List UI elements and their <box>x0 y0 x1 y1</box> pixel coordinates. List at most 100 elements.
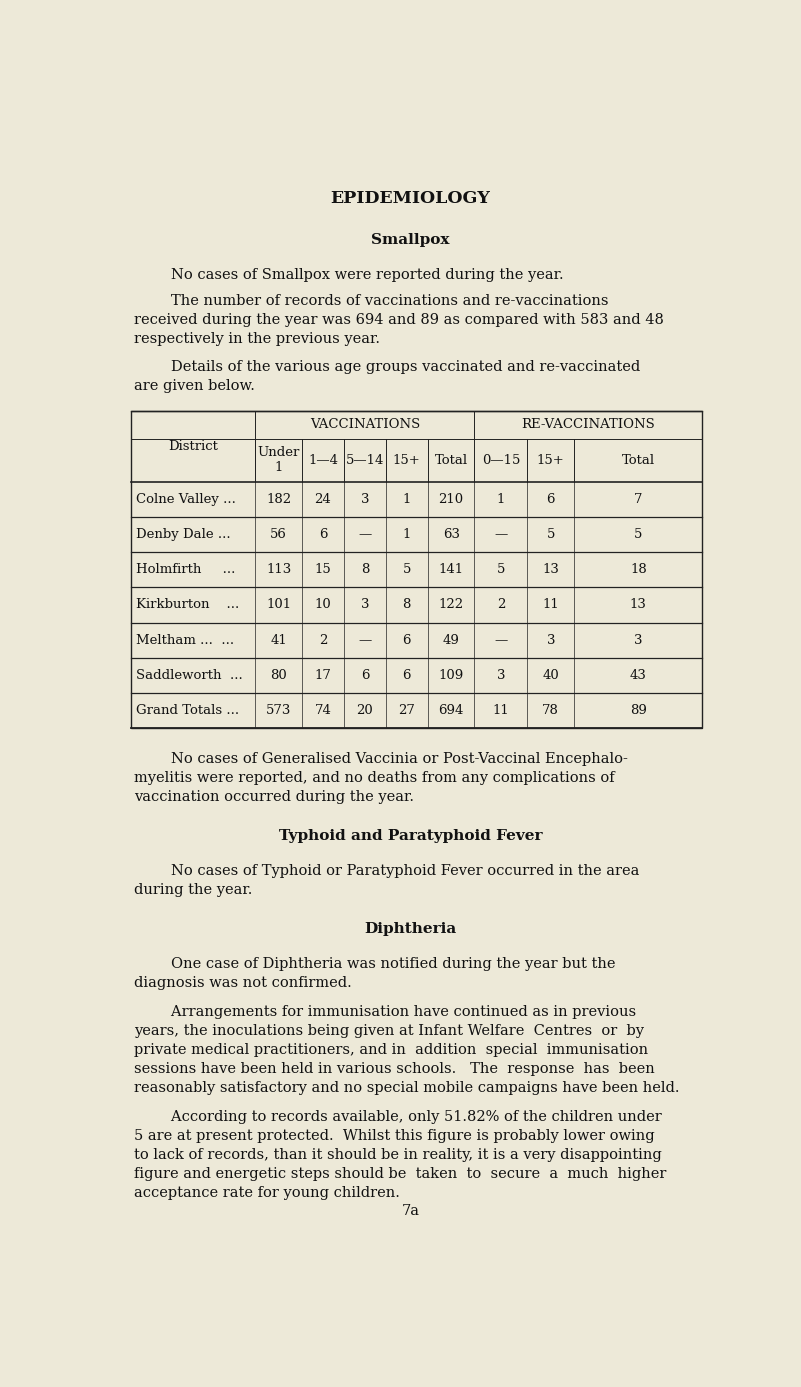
Text: 1: 1 <box>403 528 411 541</box>
Text: 5: 5 <box>403 563 411 576</box>
Text: 0—15: 0—15 <box>481 454 520 466</box>
Text: —: — <box>358 528 372 541</box>
Text: Holmfirth     ...: Holmfirth ... <box>136 563 235 576</box>
Text: 5: 5 <box>546 528 555 541</box>
Text: 7a: 7a <box>401 1204 420 1218</box>
Text: figure and energetic steps should be  taken  to  secure  a  much  higher: figure and energetic steps should be tak… <box>135 1168 666 1182</box>
Text: 1: 1 <box>497 492 505 506</box>
Text: Total: Total <box>622 454 655 466</box>
Text: 40: 40 <box>542 669 559 682</box>
Text: Kirkburton    ...: Kirkburton ... <box>136 598 239 612</box>
Text: 7: 7 <box>634 492 642 506</box>
Text: 11: 11 <box>542 598 559 612</box>
Text: 8: 8 <box>360 563 369 576</box>
Text: 41: 41 <box>270 634 287 646</box>
Text: —: — <box>494 634 508 646</box>
Text: 10: 10 <box>315 598 332 612</box>
Text: 1: 1 <box>403 492 411 506</box>
Text: According to records available, only 51.82% of the children under: According to records available, only 51.… <box>135 1111 662 1125</box>
Text: received during the year was 694 and 89 as compared with 583 and 48: received during the year was 694 and 89 … <box>135 313 664 327</box>
Text: 182: 182 <box>266 492 291 506</box>
Text: 5—14: 5—14 <box>346 454 384 466</box>
Text: 101: 101 <box>266 598 291 612</box>
Text: Details of the various age groups vaccinated and re-vaccinated: Details of the various age groups vaccin… <box>135 359 641 373</box>
Text: during the year.: during the year. <box>135 884 252 897</box>
Text: sessions have been held in various schools.   The  response  has  been: sessions have been held in various schoo… <box>135 1062 655 1076</box>
Text: 3: 3 <box>634 634 642 646</box>
Text: 6: 6 <box>360 669 369 682</box>
Text: 573: 573 <box>266 705 292 717</box>
Text: RE-VACCINATIONS: RE-VACCINATIONS <box>521 419 655 431</box>
Text: 3: 3 <box>546 634 555 646</box>
Text: 49: 49 <box>443 634 460 646</box>
Text: private medical practitioners, and in  addition  special  immunisation: private medical practitioners, and in ad… <box>135 1043 648 1057</box>
Text: Grand Totals ...: Grand Totals ... <box>136 705 239 717</box>
Text: to lack of records, than it should be in reality, it is a very disappointing: to lack of records, than it should be in… <box>135 1148 662 1162</box>
Text: 15: 15 <box>315 563 332 576</box>
Text: Diphtheria: Diphtheria <box>364 922 457 936</box>
Text: are given below.: are given below. <box>135 379 256 393</box>
Text: Colne Valley ...: Colne Valley ... <box>136 492 236 506</box>
Text: 6: 6 <box>403 669 411 682</box>
Text: 27: 27 <box>398 705 415 717</box>
Text: diagnosis was not confirmed.: diagnosis was not confirmed. <box>135 976 352 990</box>
Text: respectively in the previous year.: respectively in the previous year. <box>135 333 380 347</box>
Text: 17: 17 <box>315 669 332 682</box>
Text: myelitis were reported, and no deaths from any complications of: myelitis were reported, and no deaths fr… <box>135 771 615 785</box>
Text: 3: 3 <box>360 598 369 612</box>
Text: 13: 13 <box>542 563 559 576</box>
Text: No cases of Typhoid or Paratyphoid Fever occurred in the area: No cases of Typhoid or Paratyphoid Fever… <box>135 864 640 878</box>
Text: 1—4: 1—4 <box>308 454 338 466</box>
Text: 43: 43 <box>630 669 646 682</box>
Text: 15+: 15+ <box>537 454 565 466</box>
Text: 5: 5 <box>634 528 642 541</box>
Text: 122: 122 <box>439 598 464 612</box>
Text: 3: 3 <box>360 492 369 506</box>
Text: 2: 2 <box>319 634 327 646</box>
Text: Smallpox: Smallpox <box>371 233 450 247</box>
Text: VACCINATIONS: VACCINATIONS <box>310 419 420 431</box>
Text: No cases of Smallpox were reported during the year.: No cases of Smallpox were reported durin… <box>135 268 564 282</box>
Text: 13: 13 <box>630 598 646 612</box>
Text: The number of records of vaccinations and re-vaccinations: The number of records of vaccinations an… <box>135 294 609 308</box>
Text: Saddleworth  ...: Saddleworth ... <box>136 669 243 682</box>
Text: 113: 113 <box>266 563 292 576</box>
Text: 5 are at present protected.  Whilst this figure is probably lower owing: 5 are at present protected. Whilst this … <box>135 1129 655 1143</box>
Text: 6: 6 <box>403 634 411 646</box>
Text: 2: 2 <box>497 598 505 612</box>
Text: 694: 694 <box>438 705 464 717</box>
Text: 89: 89 <box>630 705 646 717</box>
Text: 80: 80 <box>270 669 287 682</box>
Text: years, the inoculations being given at Infant Welfare  Centres  or  by: years, the inoculations being given at I… <box>135 1024 644 1039</box>
Text: 78: 78 <box>542 705 559 717</box>
Text: vaccination occurred during the year.: vaccination occurred during the year. <box>135 789 414 804</box>
Text: District: District <box>168 440 218 452</box>
Text: 15+: 15+ <box>393 454 421 466</box>
Text: 20: 20 <box>356 705 373 717</box>
Text: 24: 24 <box>315 492 332 506</box>
Text: reasonably satisfactory and no special mobile campaigns have been held.: reasonably satisfactory and no special m… <box>135 1082 680 1096</box>
Text: Total: Total <box>435 454 468 466</box>
Text: Denby Dale ...: Denby Dale ... <box>136 528 231 541</box>
Text: 56: 56 <box>270 528 287 541</box>
Text: 109: 109 <box>439 669 464 682</box>
Text: One case of Diphtheria was notified during the year but the: One case of Diphtheria was notified duri… <box>135 957 616 971</box>
Text: 74: 74 <box>315 705 332 717</box>
Text: 6: 6 <box>319 528 328 541</box>
Text: Meltham ...  ...: Meltham ... ... <box>136 634 234 646</box>
Text: Arrangements for immunisation have continued as in previous: Arrangements for immunisation have conti… <box>135 1006 636 1019</box>
Text: 210: 210 <box>439 492 464 506</box>
Text: 18: 18 <box>630 563 646 576</box>
Text: 8: 8 <box>403 598 411 612</box>
Text: —: — <box>494 528 508 541</box>
Bar <box>131 411 702 728</box>
Text: 11: 11 <box>493 705 509 717</box>
Text: 6: 6 <box>546 492 555 506</box>
Text: Under
1: Under 1 <box>257 447 300 474</box>
Text: —: — <box>358 634 372 646</box>
Text: 5: 5 <box>497 563 505 576</box>
Text: 3: 3 <box>497 669 505 682</box>
Text: acceptance rate for young children.: acceptance rate for young children. <box>135 1186 400 1201</box>
Text: Typhoid and Paratyphoid Fever: Typhoid and Paratyphoid Fever <box>279 829 542 843</box>
Text: 63: 63 <box>443 528 460 541</box>
